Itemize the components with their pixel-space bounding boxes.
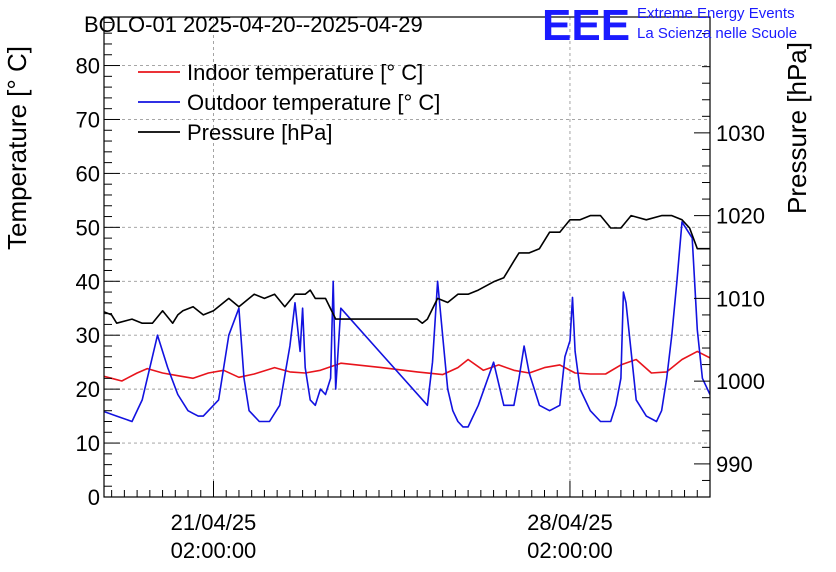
legend: Indoor temperature [° C] Outdoor temperat…: [138, 60, 440, 145]
legend-label-2: Outdoor temperature [° C]: [187, 90, 440, 115]
logo-line-1: Extreme Energy Events: [637, 5, 795, 22]
x-tick-label-date: 28/04/25: [527, 510, 613, 535]
y-tick-label: 40: [76, 269, 100, 294]
grid: [104, 17, 710, 497]
y2-tick-label: 1000: [716, 369, 765, 394]
x-tick-label-time: 02:00:00: [527, 538, 613, 563]
y-tick-label: 60: [76, 161, 100, 186]
y2-tick-label: 1010: [716, 286, 765, 311]
series-line-2: [104, 221, 710, 428]
y-tick-label: 0: [88, 485, 100, 510]
y-tick-label: 30: [76, 323, 100, 348]
x-tick-label-date: 21/04/25: [171, 510, 257, 535]
chart-title: BOLO-01 2025-04-20--2025-04-29: [84, 12, 423, 37]
logo-line-2: La Scienza nelle Scuole: [637, 25, 797, 42]
plot-frame: [103, 16, 711, 498]
eee-logo: EEE Extreme Energy Events La Scienza nel…: [542, 1, 797, 50]
y-tick-label: 70: [76, 107, 100, 132]
y-tick-label: 80: [76, 54, 100, 79]
plot-area: [104, 214, 710, 428]
legend-label-1: Indoor temperature [° C]: [187, 60, 423, 85]
y-tick-label: 20: [76, 377, 100, 402]
legend-label-3: Pressure [hPa]: [187, 120, 333, 145]
x-axis: 21/04/25 02:00:00 28/04/25 02:00:00: [111, 481, 711, 563]
y-axis-left: 0 10 20 30 40 50 60 70 80: [76, 21, 120, 510]
y-axis-label: Temperature [° C]: [2, 46, 32, 250]
y2-axis-label: Pressure [hPa]: [782, 42, 812, 214]
x-tick-label-time: 02:00:00: [171, 538, 257, 563]
series-line-1: [104, 350, 710, 382]
y2-tick-label: 1020: [716, 204, 765, 229]
y-tick-label: 50: [76, 215, 100, 240]
y2-tick-label: 1030: [716, 121, 765, 146]
y-axis-right: 990 1000 1010 1020 1030: [694, 16, 765, 498]
series-line-3: [104, 214, 710, 325]
y2-tick-label: 990: [716, 452, 753, 477]
eee-logo-mark: EEE: [542, 1, 630, 50]
y-tick-label: 10: [76, 431, 100, 456]
